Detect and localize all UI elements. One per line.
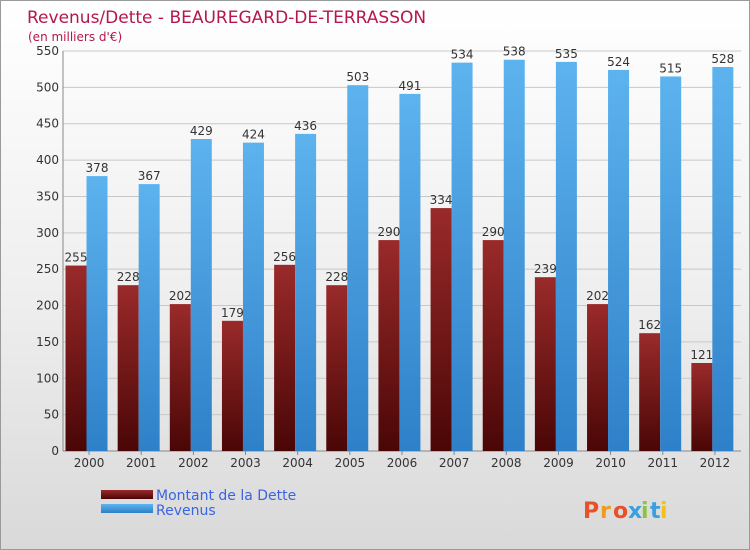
logo-letter: i — [641, 499, 649, 524]
x-tick-label: 2005 — [335, 456, 366, 470]
y-tick-label: 450 — [36, 117, 59, 131]
bar-revenus — [451, 62, 473, 452]
bar-dette — [221, 320, 243, 451]
x-tick-label: 2002 — [178, 456, 209, 470]
y-tick-label: 50 — [44, 408, 59, 422]
bar-revenus — [555, 61, 577, 452]
bar-dette — [378, 240, 400, 451]
chart-subtitle: (en milliers d'€) — [28, 30, 122, 44]
y-tick-label: 500 — [36, 80, 59, 94]
data-label-revenus: 429 — [190, 124, 213, 138]
logo-letter: P — [583, 499, 599, 524]
x-tick-label: 2006 — [387, 456, 418, 470]
data-label-revenus: 503 — [346, 70, 369, 84]
bar-revenus — [138, 184, 160, 451]
bar-revenus — [347, 85, 369, 451]
legend-swatch-debt — [101, 490, 153, 499]
logo-letter: o — [613, 499, 628, 524]
data-label-dette: 334 — [430, 193, 453, 207]
data-label-dette: 202 — [169, 289, 192, 303]
bars — [65, 59, 734, 452]
data-labels: 255 378 228 367 202 429 179 424 256 436 228 503 290 4… — [65, 45, 735, 362]
data-label-revenus: 378 — [86, 161, 109, 175]
bar-dette — [430, 208, 452, 451]
x-tick-label: 2009 — [543, 456, 574, 470]
data-label-revenus: 367 — [138, 169, 161, 183]
y-tick-label: 200 — [36, 299, 59, 313]
data-label-revenus: 524 — [607, 55, 630, 69]
x-tick-label: 2010 — [595, 456, 626, 470]
bar-revenus — [242, 142, 264, 452]
logo-letter: x — [628, 499, 642, 524]
y-tick-label: 250 — [36, 262, 59, 276]
bar-revenus — [399, 93, 421, 451]
data-label-dette: 255 — [65, 251, 88, 265]
data-label-dette: 256 — [273, 250, 296, 264]
data-label-dette: 290 — [377, 225, 400, 239]
bar-dette — [326, 285, 348, 451]
bar-revenus — [190, 139, 212, 451]
bar-revenus — [608, 69, 630, 451]
x-tick-label: 2004 — [282, 456, 313, 470]
bar-revenus — [660, 76, 682, 452]
bar-dette — [639, 333, 661, 451]
y-tick-label: 150 — [36, 335, 59, 349]
y-axis-ticks: 0 50 100 150 200 250 300 350 400 450 500 550 — [36, 44, 59, 458]
data-label-dette: 239 — [534, 262, 557, 276]
bar-dette — [65, 265, 87, 451]
data-label-dette: 290 — [482, 225, 505, 239]
logo-letter: r — [600, 499, 611, 524]
bar-dette — [587, 304, 609, 451]
x-axis-ticks: 2000 2001 2002 2003 2004 2005 2006 2007 2008 2009… — [74, 451, 730, 470]
y-tick-label: 0 — [51, 444, 59, 458]
data-label-revenus: 515 — [659, 61, 682, 75]
bar-dette — [274, 264, 296, 451]
data-label-revenus: 528 — [711, 52, 734, 66]
data-label-dette: 228 — [325, 270, 348, 284]
x-tick-label: 2003 — [230, 456, 261, 470]
logo-letter: i — [660, 499, 668, 524]
data-label-revenus: 538 — [503, 45, 526, 59]
data-label-revenus: 424 — [242, 128, 265, 142]
data-label-dette: 162 — [638, 318, 661, 332]
bar-dette — [691, 363, 713, 451]
x-tick-label: 2007 — [439, 456, 470, 470]
data-label-revenus: 534 — [451, 48, 474, 62]
bar-dette — [117, 285, 139, 451]
x-tick-label: 2012 — [700, 456, 731, 470]
legend-swatch-revenue — [101, 504, 153, 513]
bar-revenus — [712, 67, 734, 451]
y-tick-label: 100 — [36, 371, 59, 385]
y-tick-label: 350 — [36, 189, 59, 203]
legend-label-revenue: Revenus — [156, 503, 216, 519]
legend-label-debt: Montant de la Dette — [156, 488, 296, 504]
data-label-dette: 202 — [586, 289, 609, 303]
bar-dette — [169, 304, 191, 451]
bar-revenus — [503, 59, 525, 452]
x-tick-label: 2001 — [126, 456, 157, 470]
x-tick-label: 2008 — [491, 456, 522, 470]
data-label-revenus: 436 — [294, 119, 317, 133]
data-label-dette: 121 — [690, 348, 713, 362]
data-label-revenus: 491 — [398, 79, 421, 93]
legend: Montant de la Dette Revenus — [101, 488, 296, 519]
bar-revenus — [295, 133, 317, 451]
data-label-dette: 179 — [221, 306, 244, 320]
bar-dette — [534, 277, 556, 451]
y-tick-label: 300 — [36, 226, 59, 240]
y-tick-label: 550 — [36, 44, 59, 58]
y-tick-label: 400 — [36, 153, 59, 167]
logo-letter: t — [650, 499, 661, 524]
chart-title: Revenus/Dette - BEAUREGARD-DE-TERRASSON — [27, 8, 426, 28]
x-tick-label: 2000 — [74, 456, 105, 470]
data-label-dette: 228 — [117, 270, 140, 284]
data-label-revenus: 535 — [555, 47, 578, 61]
x-tick-label: 2011 — [647, 456, 678, 470]
bar-revenus — [86, 176, 108, 451]
bar-dette — [482, 240, 504, 451]
